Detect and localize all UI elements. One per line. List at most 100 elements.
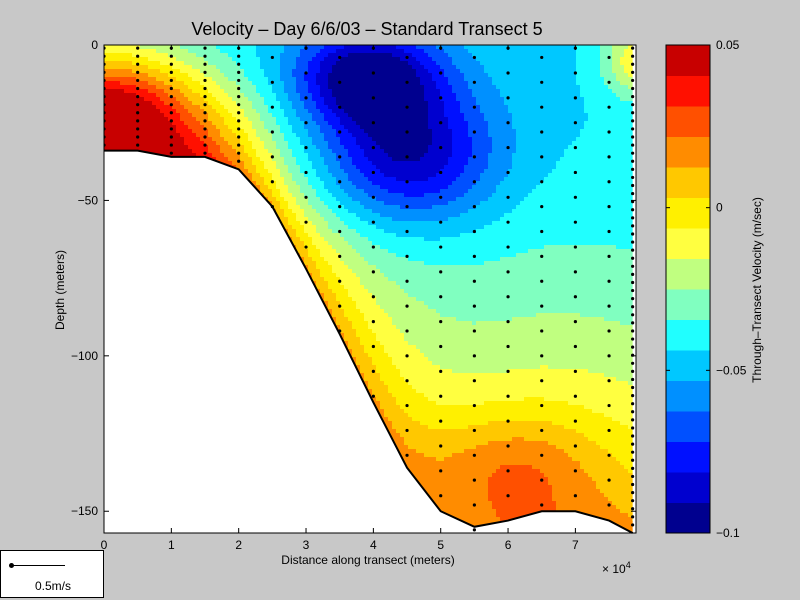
velocity-cell (200, 85, 205, 90)
velocity-cell (252, 133, 257, 138)
velocity-cell (256, 49, 261, 54)
velocity-cell (228, 141, 233, 146)
velocity-cell (132, 113, 137, 118)
velocity-cell (164, 65, 169, 70)
velocity-cell (152, 137, 157, 142)
velocity-cell (160, 97, 165, 102)
velocity-cell (256, 165, 261, 170)
velocity-cell (180, 45, 185, 50)
velocity-cell (120, 141, 125, 146)
velocity-cell (148, 97, 153, 102)
velocity-cell (212, 69, 217, 74)
velocity-cell (104, 69, 109, 74)
velocity-cell (184, 93, 189, 98)
velocity-cell (240, 125, 245, 130)
velocity-cell (104, 77, 109, 82)
velocity-cell (200, 153, 205, 158)
velocity-cell (176, 65, 181, 70)
velocity-cell (232, 105, 237, 110)
velocity-cell (168, 49, 173, 54)
velocity-cell (236, 121, 241, 126)
velocity-cell (180, 113, 185, 118)
velocity-cell (232, 133, 237, 138)
velocity-cell (240, 153, 245, 158)
velocity-cell (228, 153, 233, 158)
velocity-cell (244, 81, 249, 86)
velocity-cell (124, 77, 129, 82)
velocity-cell (192, 153, 197, 158)
velocity-cell (188, 137, 193, 142)
velocity-cell (208, 61, 213, 66)
velocity-cell (260, 125, 265, 130)
velocity-cell (232, 65, 237, 70)
velocity-cell (196, 65, 201, 70)
velocity-cell (184, 73, 189, 78)
velocity-cell (252, 113, 257, 118)
velocity-cell (160, 133, 165, 138)
velocity-cell (228, 145, 233, 150)
velocity-cell (260, 77, 265, 82)
velocity-cell (188, 125, 193, 130)
velocity-cell (112, 89, 117, 94)
velocity-cell (192, 45, 197, 50)
velocity-cell (136, 109, 141, 114)
velocity-cell (144, 121, 149, 126)
velocity-cell (172, 77, 177, 82)
velocity-cell (184, 141, 189, 146)
velocity-cell (212, 53, 217, 58)
velocity-cell (260, 161, 265, 166)
velocity-cell (264, 177, 269, 182)
velocity-cell (152, 105, 157, 110)
velocity-cell (124, 109, 129, 114)
velocity-cell (140, 97, 145, 102)
velocity-cell (156, 53, 161, 58)
velocity-cell (216, 109, 221, 114)
velocity-cell (108, 137, 113, 142)
velocity-cell (176, 61, 181, 66)
velocity-cell (224, 133, 229, 138)
velocity-cell (156, 89, 161, 94)
velocity-cell (212, 61, 217, 66)
velocity-cell (228, 69, 233, 74)
velocity-cell (256, 73, 261, 78)
velocity-cell (152, 65, 157, 70)
velocity-cell (144, 93, 149, 98)
velocity-cell (188, 113, 193, 118)
velocity-cell (152, 129, 157, 134)
velocity-cell (240, 101, 245, 106)
velocity-cell (256, 97, 261, 102)
velocity-cell (152, 97, 157, 102)
velocity-cell (116, 77, 121, 82)
velocity-cell (260, 189, 265, 194)
velocity-cell (104, 129, 109, 134)
velocity-cell (112, 129, 117, 134)
velocity-cell (180, 93, 185, 98)
velocity-cell (260, 137, 265, 142)
velocity-cell (184, 153, 189, 158)
velocity-cell (208, 113, 213, 118)
velocity-cell (256, 137, 261, 142)
velocity-cell (128, 85, 133, 90)
velocity-cell (180, 89, 185, 94)
velocity-cell (208, 73, 213, 78)
velocity-cell (116, 45, 121, 50)
velocity-cell (200, 89, 205, 94)
velocity-cell (172, 93, 177, 98)
velocity-cell (144, 133, 149, 138)
velocity-cell (184, 53, 189, 58)
velocity-cell (252, 161, 257, 166)
velocity-cell (160, 81, 165, 86)
velocity-cell (172, 149, 177, 154)
velocity-cell (200, 125, 205, 130)
velocity-cell (220, 97, 225, 102)
velocity-cell (216, 157, 221, 162)
velocity-cell (128, 133, 133, 138)
velocity-cell (144, 105, 149, 110)
velocity-cell (140, 133, 145, 138)
velocity-cell (160, 57, 165, 62)
velocity-cell (156, 141, 161, 146)
velocity-cell (116, 53, 121, 58)
velocity-cell (140, 113, 145, 118)
velocity-cell (164, 49, 169, 54)
